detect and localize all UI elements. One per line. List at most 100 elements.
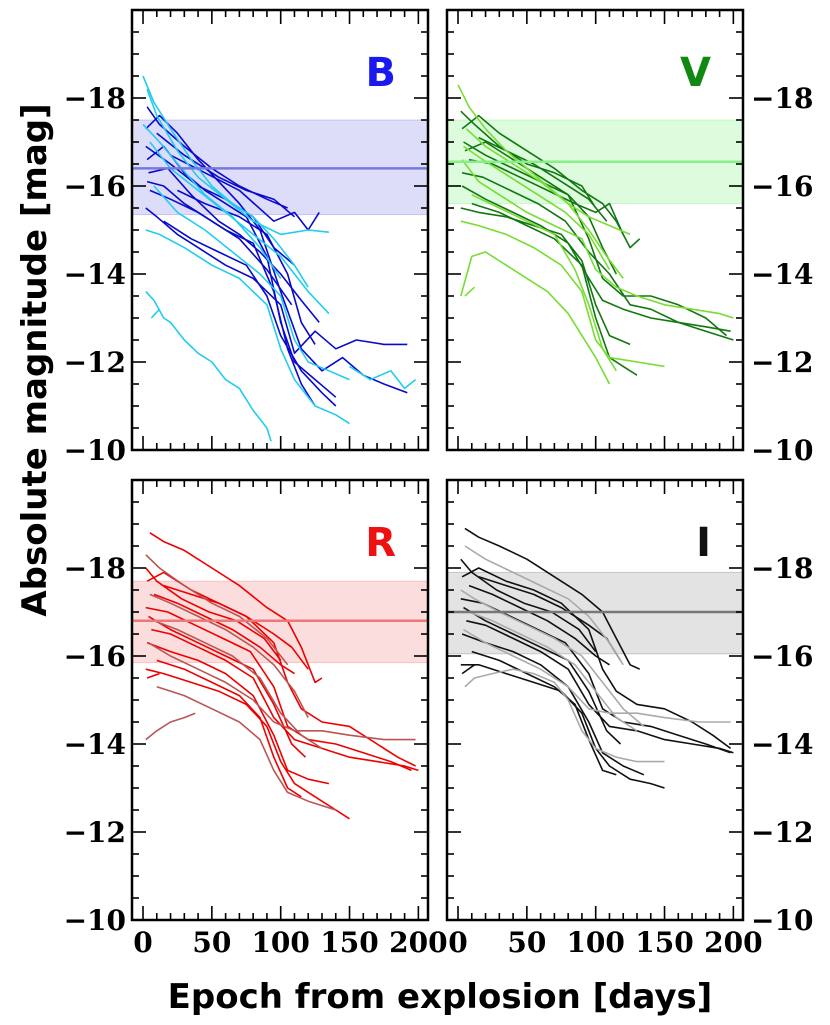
y-tick-label: −12 (64, 816, 126, 849)
y-tick-label: −16 (64, 640, 126, 673)
panel-r: −18 −16 −14 −12 −100 50 100 150 200 R (64, 478, 448, 959)
x-tick-label: 150 (635, 926, 693, 959)
y-tick-label: −12 (751, 346, 813, 379)
light-curve-v-6 (460, 110, 597, 209)
y-tick-label: −14 (64, 258, 126, 291)
y-tick-label: −10 (64, 434, 126, 467)
y-tick-label: −12 (751, 816, 813, 849)
light-curve-b-7 (156, 132, 296, 218)
light-curve-r-11 (146, 672, 160, 679)
light-curve-b-8 (163, 220, 337, 407)
y-tick-label: −10 (751, 434, 813, 467)
y-tick-label: −14 (751, 728, 813, 761)
series-group (142, 75, 417, 442)
light-curve-v-17 (463, 145, 611, 271)
y-tick-label: −12 (64, 346, 126, 379)
light-curve-r-8 (145, 567, 282, 661)
light-curve-b-19 (349, 365, 417, 390)
y-tick-label: −16 (751, 170, 813, 203)
light-curve-i-0 (464, 527, 641, 670)
panel-b: −18 −16 −14 −12 −10 B (64, 8, 430, 467)
x-tick-label: 50 (507, 926, 546, 959)
light-curve-i-6 (463, 606, 622, 745)
y-tick-label: −16 (64, 170, 126, 203)
y-tick-label: −14 (751, 258, 813, 291)
light-curve-r-5 (153, 593, 295, 675)
panel-v: −18 −16 −14 −12 −10 V (445, 8, 813, 467)
light-curve-i-5 (468, 584, 610, 666)
light-curve-r-15 (148, 642, 416, 741)
light-curve-i-8 (460, 558, 597, 653)
light-curve-b-6 (149, 189, 316, 407)
light-curve-i-1 (461, 567, 732, 750)
y-tick-label: −18 (64, 82, 126, 115)
light-curve-v-8 (478, 136, 608, 222)
x-tick-label: 50 (192, 926, 231, 959)
light-curve-v-15 (465, 128, 624, 279)
y-tick-label: −16 (751, 640, 813, 673)
ticks-group (132, 10, 428, 451)
ticks-group (447, 480, 743, 921)
light-curve-b-16 (150, 308, 161, 319)
light-curve-v-12 (460, 220, 665, 368)
x-axis-title: Epoch from explosion [days] (168, 977, 713, 1017)
ticks-group (447, 10, 743, 451)
light-curve-i-14 (464, 545, 624, 666)
light-curve-r-7 (156, 659, 302, 798)
light-curve-r-3 (145, 668, 350, 820)
light-curve-b-20 (142, 123, 282, 279)
band-label-v: V (680, 50, 711, 96)
y-tick-label: −18 (751, 82, 813, 115)
ticks-group (132, 480, 428, 921)
light-curve-r-16 (145, 554, 289, 666)
y-tick-label: −14 (64, 728, 126, 761)
light-curve-r-10 (151, 628, 419, 772)
light-curve-v-10 (457, 84, 631, 236)
x-tick-label: 100 (251, 926, 309, 959)
y-tick-label: −10 (64, 904, 126, 937)
light-curve-r-9 (163, 584, 309, 670)
y-tick-label: −18 (64, 552, 126, 585)
x-tick-label: 100 (566, 926, 624, 959)
light-curve-b-14 (145, 229, 350, 425)
light-curve-v-16 (471, 194, 617, 372)
light-curve-b-13 (146, 88, 329, 236)
band-label-i: I (696, 520, 711, 566)
light-curve-v-9 (461, 172, 734, 341)
light-curve-b-15 (145, 291, 272, 442)
light-curve-v-7 (471, 202, 638, 376)
band-label-b: B (366, 50, 397, 96)
x-tick-label: 0 (133, 926, 152, 959)
light-curve-r-6 (148, 615, 307, 758)
light-curve-r-17 (153, 620, 323, 750)
light-curve-v-14 (464, 286, 476, 297)
panels-group: −18−16−14−12−10B−18−16−14−12−10V−18−16−1… (64, 8, 813, 959)
y-axis-title: Absolute magnitude [mag] (15, 103, 55, 616)
x-tick-label: 0 (448, 926, 467, 959)
light-curve-r-13 (156, 686, 337, 811)
light-curve-i-15 (468, 611, 638, 732)
light-curve-i-16 (460, 589, 645, 728)
series-group (145, 532, 419, 820)
light-curve-b-12 (142, 75, 309, 288)
light-curve-i-3 (460, 664, 665, 789)
x-tick-label: 200 (389, 926, 447, 959)
light-curve-r-0 (149, 532, 323, 684)
light-curve-r-2 (145, 606, 412, 772)
light-curve-i-13 (463, 628, 731, 723)
light-curve-b-18 (153, 185, 350, 381)
series-group (460, 527, 734, 789)
light-curve-b-10 (177, 189, 316, 345)
light-curve-r-4 (146, 642, 330, 785)
light-curve-r-12 (145, 712, 196, 741)
light-curve-v-3 (460, 207, 631, 346)
light-curve-b-2 (148, 167, 320, 323)
light-curve-b-3 (145, 207, 408, 354)
x-tick-label: 200 (704, 926, 762, 959)
light-curve-v-4 (463, 141, 618, 275)
series-group (457, 84, 734, 385)
light-curve-r-14 (149, 593, 309, 718)
x-tick-label: 150 (320, 926, 378, 959)
band-label-r: R (365, 520, 396, 566)
